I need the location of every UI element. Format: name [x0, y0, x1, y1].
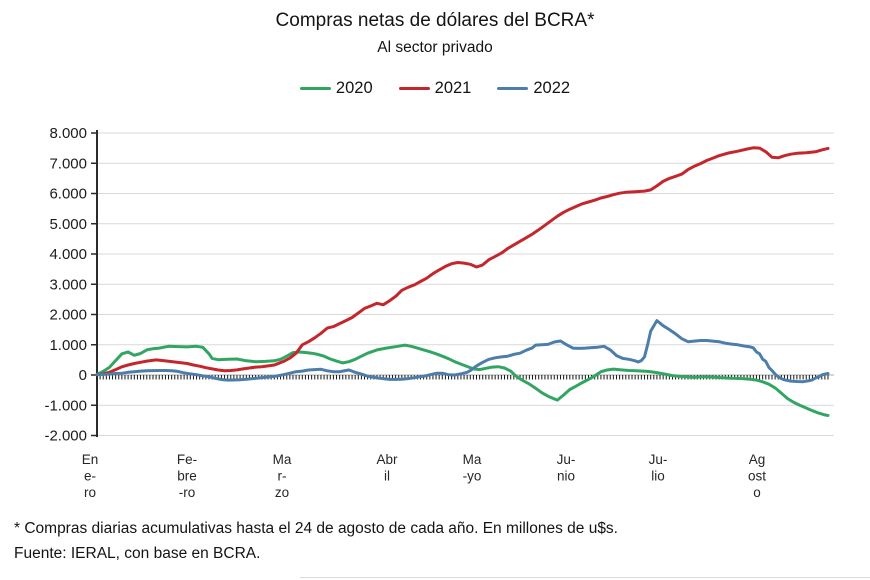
y-tick-label: -2.000 — [44, 428, 87, 445]
legend-swatch-2021-icon — [398, 86, 430, 91]
month-label-febrero: Fe- — [177, 452, 197, 467]
month-label-marzo: zo — [275, 485, 289, 500]
legend-swatch-2020-icon — [299, 86, 331, 91]
chart-subtitle: Al sector privado — [377, 39, 493, 56]
month-label-julio: Ju- — [649, 452, 668, 467]
month-label-junio: Ju- — [557, 452, 576, 467]
month-label-abril: Abr — [376, 452, 398, 467]
month-label-mayo: Ma — [463, 452, 482, 467]
y-tick-label: 7.000 — [49, 155, 87, 172]
legend-label-2020: 2020 — [335, 79, 373, 97]
y-tick-label: 2.000 — [49, 307, 87, 324]
month-label-agosto: Ag — [749, 452, 766, 467]
footnote-line-1: * Compras diarias acumulativas hasta el … — [14, 520, 618, 537]
footnote-line-2: Fuente: IERAL, con base en BCRA. — [14, 545, 261, 562]
y-tick-label: 6.000 — [49, 186, 87, 203]
legend-swatch-2022-icon — [497, 86, 529, 91]
y-tick-label: 3.000 — [49, 276, 87, 293]
month-label-febrero: bre — [177, 469, 197, 484]
chart-title: Compras netas de dólares del BCRA* — [275, 10, 595, 31]
month-label-marzo: Ma — [273, 452, 292, 467]
legend-item-2020: 2020 — [299, 79, 373, 98]
legend-item-2021: 2021 — [398, 79, 472, 98]
month-label-agosto: ost — [748, 469, 766, 484]
month-label-enero: e- — [84, 469, 96, 484]
month-label-agosto: o — [753, 485, 761, 500]
month-label-abril: il — [384, 469, 390, 484]
y-tick-label: 0 — [79, 367, 87, 384]
series-line-2020 — [95, 343, 830, 417]
month-label-junio: nio — [557, 469, 575, 484]
legend: 2020 2021 2022 — [0, 79, 870, 98]
month-label-enero: ro — [84, 485, 96, 500]
series-line-2021 — [95, 146, 830, 377]
month-label-mayo: -yo — [463, 469, 482, 484]
month-label-julio: lio — [651, 469, 665, 484]
y-tick-label: 8.000 — [49, 125, 87, 142]
month-label-enero: En — [82, 452, 99, 467]
legend-label-2022: 2022 — [533, 79, 571, 97]
y-tick-label: 5.000 — [49, 216, 87, 233]
series-line-2022 — [95, 319, 830, 384]
legend-item-2022: 2022 — [497, 79, 570, 98]
y-tick-label: -1.000 — [44, 397, 87, 414]
y-tick-label: 4.000 — [49, 246, 87, 263]
page-bottom-divider — [300, 577, 870, 578]
y-tick-label: 1.000 — [49, 337, 87, 354]
month-label-febrero: -ro — [179, 485, 196, 500]
legend-label-2021: 2021 — [434, 79, 472, 97]
month-label-marzo: r- — [278, 469, 287, 484]
